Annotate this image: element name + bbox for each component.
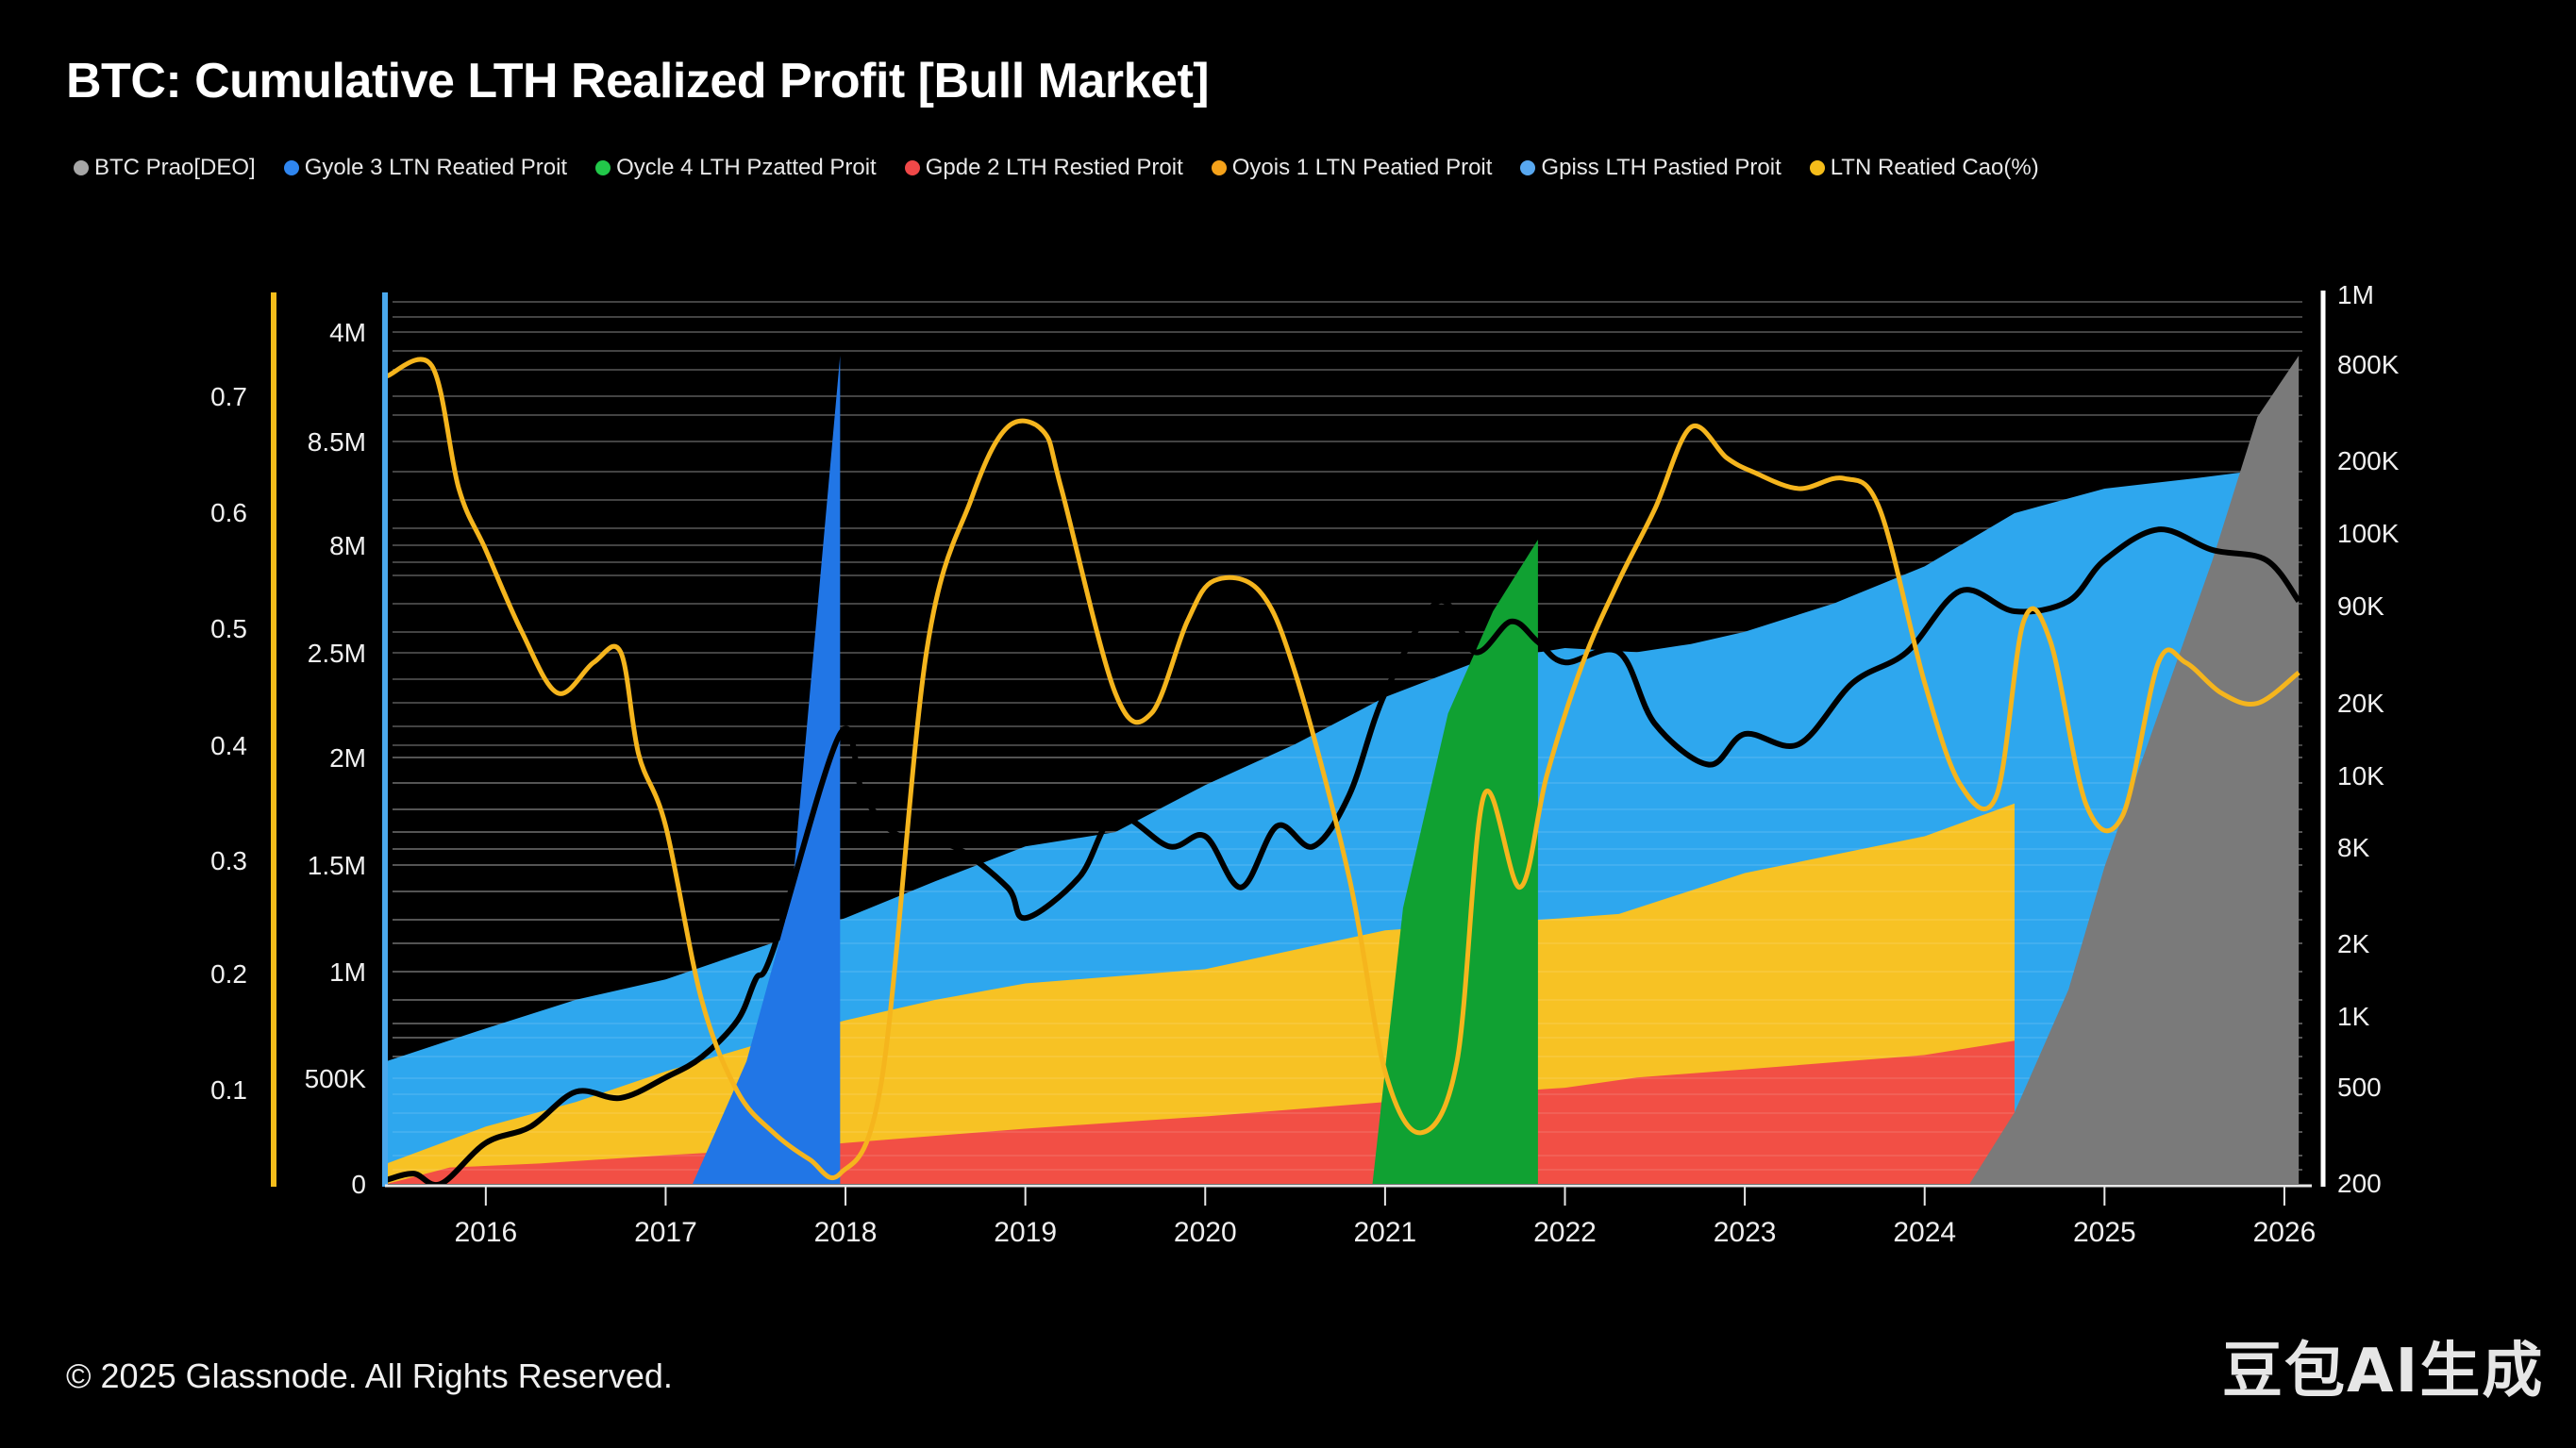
x-tick-label: 2018 <box>814 1217 878 1248</box>
legend-dot-icon <box>283 160 299 175</box>
line-btc-price <box>386 526 2301 1189</box>
legend-item-btc-price[interactable]: BTC Prao[DEO] <box>74 155 256 181</box>
spike-cycle-3 <box>693 356 841 1184</box>
left-inner-tick-label: 8M <box>329 531 366 560</box>
legend-label: BTC Prao[DEO] <box>94 155 256 180</box>
area-grey-price-band <box>1969 356 2300 1184</box>
axes: 0.7 0.6 0.5 0.4 0.3 0.2 0.1 4M 8.5M 8M 2.5M 2M 1.5M 1… <box>210 280 2400 1248</box>
area-series <box>387 356 2302 1184</box>
legend-item-cycle-2[interactable]: Gpde 2 LTH Restied Proit <box>904 155 1183 181</box>
left-outer-tick-label: 0.2 <box>210 959 247 989</box>
legend-item-cycle-5[interactable]: Gpiss LTH Pastied Proit <box>1520 155 1781 181</box>
left-inner-tick-label: 2.5M <box>308 639 366 668</box>
left-inner-tick-label: 1.5M <box>308 851 366 880</box>
legend-dot-icon <box>1211 160 1227 175</box>
left-inner-tick-label: 500K <box>305 1064 367 1093</box>
left-outer-tick-label: 0.1 <box>210 1075 247 1105</box>
left-outer-tick-label: 0.6 <box>210 498 247 527</box>
x-tick-label: 2016 <box>454 1217 517 1248</box>
right-tick-label: 100K <box>2337 519 2400 548</box>
legend-label: Gpde 2 LTH Restied Proit <box>925 155 1183 180</box>
legend-dot-icon <box>904 160 920 175</box>
legend-item-cycle-4[interactable]: Oycle 4 LTH Pzatted Proit <box>595 155 877 181</box>
right-tick-label: 1M <box>2337 280 2374 309</box>
left-outer-tick-label: 0.5 <box>210 614 247 643</box>
line-lth-realized-cap <box>385 357 2300 1181</box>
legend-dot-icon <box>1520 160 1536 175</box>
right-tick-label: 500 <box>2337 1073 2382 1102</box>
legend-item-cycle-3[interactable]: Gyole 3 LTN Reatied Proit <box>283 155 568 181</box>
x-tick-label: 2019 <box>994 1217 1057 1248</box>
left-outer-tick-label: 0.3 <box>210 846 247 875</box>
left-inner-tick-label: 2M <box>329 743 366 773</box>
right-tick-label: 2K <box>2337 929 2370 958</box>
legend-label: Oyois 1 LTN Peatied Proit <box>1231 155 1493 180</box>
legend-label: LTN Reatied Cao(%) <box>1830 155 2039 180</box>
x-tick-label: 2025 <box>2073 1217 2136 1248</box>
legend-item-cycle-1[interactable]: Oyois 1 LTN Peatied Proit <box>1211 155 1493 181</box>
x-tick-label: 2023 <box>1714 1217 1777 1248</box>
left-inner-tick-label: 1M <box>329 957 366 987</box>
legend-dot-icon <box>595 160 611 175</box>
left-outer-tick-label: 0.7 <box>210 382 247 411</box>
right-tick-label: 200K <box>2337 446 2400 475</box>
left-inner-tick-label: 4M <box>329 318 366 347</box>
right-tick-label: 10K <box>2337 761 2384 791</box>
x-tick-label: 2021 <box>1354 1217 1417 1248</box>
chart-legend: BTC Prao[DEO] Gyole 3 LTN Reatied Proit … <box>74 155 2039 181</box>
x-tick-label: 2026 <box>2253 1217 2317 1248</box>
legend-label: Gpiss LTH Pastied Proit <box>1541 155 1781 180</box>
right-tick-label: 90K <box>2337 591 2384 621</box>
legend-label: Oycle 4 LTH Pzatted Proit <box>616 155 877 180</box>
left-inner-tick-label: 0 <box>351 1170 366 1199</box>
x-tick-label: 2020 <box>1174 1217 1237 1248</box>
right-tick-label: 200 <box>2337 1169 2382 1198</box>
legend-item-realized-cap[interactable]: LTN Reatied Cao(%) <box>1809 155 2039 181</box>
right-tick-label: 8K <box>2337 833 2370 862</box>
ai-watermark: 豆包AI生成 <box>2222 1337 2545 1406</box>
right-tick-label: 1K <box>2337 1002 2370 1031</box>
legend-dot-icon <box>1809 160 1825 175</box>
left-outer-tick-label: 0.4 <box>210 731 247 760</box>
x-tick-label: 2024 <box>1893 1217 1956 1248</box>
copyright-footer: © 2025 Glassnode. All Rights Reserved. <box>66 1356 673 1395</box>
x-tick-label: 2022 <box>1533 1217 1597 1248</box>
spike-cycle-4 <box>1372 540 1538 1184</box>
line-series <box>385 357 2301 1189</box>
x-tick-label: 2017 <box>634 1217 697 1248</box>
legend-dot-icon <box>74 160 89 175</box>
legend-label: Gyole 3 LTN Reatied Proit <box>304 155 568 180</box>
chart-title: BTC: Cumulative LTH Realized Profit [Bul… <box>66 54 1210 108</box>
right-tick-label: 800K <box>2337 350 2400 379</box>
right-tick-label: 20K <box>2337 689 2384 718</box>
left-inner-tick-label: 8.5M <box>308 427 366 457</box>
